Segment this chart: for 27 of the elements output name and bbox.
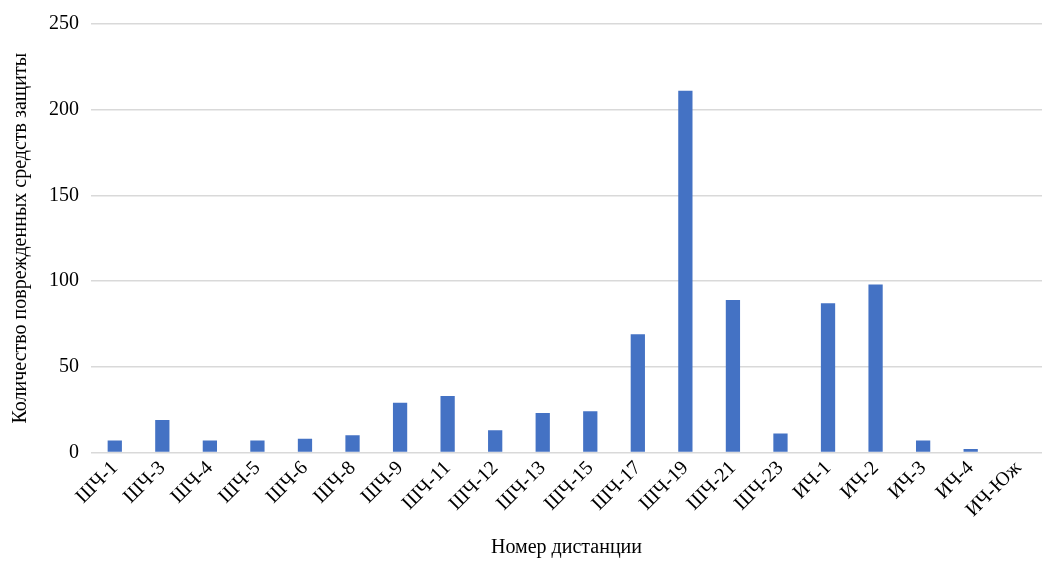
bar xyxy=(868,284,883,452)
bar xyxy=(773,433,788,452)
bar xyxy=(963,449,978,452)
bar xyxy=(345,435,360,452)
y-tick-label: 250 xyxy=(49,11,79,34)
bar xyxy=(583,411,598,452)
y-tick-label: 50 xyxy=(59,354,79,376)
bar xyxy=(678,90,693,452)
bar xyxy=(107,440,122,452)
bar xyxy=(155,419,170,452)
bar xyxy=(250,440,265,452)
y-tick-label: 0 xyxy=(69,439,79,462)
bar xyxy=(725,299,741,452)
bar xyxy=(820,303,836,452)
y-tick-label: 200 xyxy=(49,96,79,119)
bar xyxy=(488,430,503,452)
bar xyxy=(630,334,645,452)
y-axis-title: Количество поврежденных средств защиты xyxy=(8,52,32,424)
bar xyxy=(392,402,408,452)
bar xyxy=(915,440,931,452)
y-tick-label: 150 xyxy=(49,182,79,205)
y-tick-label: 100 xyxy=(49,268,79,291)
x-axis-title: Номер дистанции xyxy=(490,535,643,559)
bar xyxy=(535,413,550,452)
bar xyxy=(297,438,313,452)
bar xyxy=(202,440,218,452)
bar xyxy=(440,395,455,452)
